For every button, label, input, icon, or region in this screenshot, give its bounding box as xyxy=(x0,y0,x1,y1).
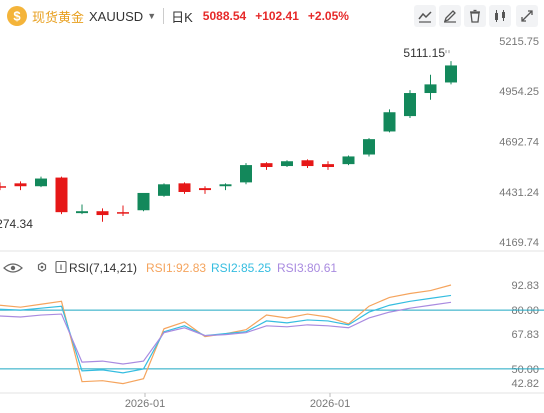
price-axis-tick: 4692.74 xyxy=(499,137,539,149)
gold-logo-icon: $ xyxy=(7,6,27,26)
candle-body[interactable] xyxy=(158,184,170,196)
candle-body[interactable] xyxy=(383,112,396,132)
price-axis-tick: 4169.74 xyxy=(499,237,539,249)
delete-button[interactable] xyxy=(464,5,486,27)
price-change-percent: +2.05% xyxy=(307,9,349,23)
candle-body[interactable] xyxy=(137,192,150,211)
price-axis-tick: 5215.75 xyxy=(499,36,539,48)
candle-body[interactable] xyxy=(219,184,232,187)
fullscreen-icon xyxy=(521,10,533,22)
candle-body[interactable] xyxy=(55,177,68,213)
eye-icon-pupil xyxy=(10,265,16,271)
candle-body[interactable] xyxy=(424,84,437,94)
rsi-title: RSI(7,14,21) xyxy=(69,261,137,275)
high-price-label: 5111.15 xyxy=(403,46,445,60)
rsi-axis: 92.83 80.00 67.83 50.00 42.82 xyxy=(511,280,539,390)
candle-body[interactable] xyxy=(199,188,211,191)
rsi-legend-item: RSI3:80.61 xyxy=(277,261,337,275)
dropdown-caret-icon[interactable]: ▼ xyxy=(147,11,157,21)
candle-body[interactable] xyxy=(240,165,252,183)
candle-body[interactable] xyxy=(117,212,129,214)
chart-type-icon xyxy=(418,11,432,23)
candle-body[interactable] xyxy=(363,139,375,155)
rsi-series-line xyxy=(0,294,452,374)
svg-text:$: $ xyxy=(13,9,21,24)
candle-body[interactable] xyxy=(301,160,314,167)
rsi-axis-tick: 67.83 xyxy=(511,329,539,341)
rsi-axis-tick: 42.82 xyxy=(511,378,539,390)
delete-icon xyxy=(470,9,480,23)
indicator-icon xyxy=(495,10,505,22)
price-axis-tick: 4954.25 xyxy=(499,86,539,98)
price-change: +102.41 xyxy=(255,9,299,23)
time-axis-tick: 2026-01 xyxy=(310,398,350,410)
candle-body[interactable] xyxy=(14,183,27,187)
candle-body[interactable] xyxy=(404,93,416,117)
high-marker xyxy=(445,50,450,54)
info-icon[interactable] xyxy=(55,260,67,274)
rsi-series-line xyxy=(0,301,452,365)
candles[interactable] xyxy=(0,61,457,222)
chart-type-button[interactable] xyxy=(414,5,436,27)
candle-body[interactable] xyxy=(35,178,47,187)
price-axis-tick: 4431.24 xyxy=(499,187,539,199)
draw-tool-icon xyxy=(443,10,456,23)
candle-body[interactable] xyxy=(96,211,109,216)
symbol-selector[interactable]: XAUUSD xyxy=(89,8,144,24)
rsi-legend-item: RSI2:85.25 xyxy=(211,261,271,275)
last-price: 5088.54 xyxy=(202,9,247,23)
toolbar-divider xyxy=(163,8,165,24)
candle-body[interactable] xyxy=(178,183,191,192)
candle-body[interactable] xyxy=(322,164,334,168)
candle-body[interactable] xyxy=(76,211,88,214)
settings-icon-center xyxy=(40,265,44,269)
eye-icon[interactable] xyxy=(3,263,23,273)
settings-icon[interactable] xyxy=(37,262,47,272)
instrument-name[interactable]: 现货黄金 xyxy=(32,9,85,25)
fullscreen-button[interactable] xyxy=(516,5,538,27)
rsi-axis-tick: 92.83 xyxy=(511,280,539,292)
rsi-axis-tick: 80.00 xyxy=(511,305,539,317)
candle-body[interactable] xyxy=(0,186,6,188)
candle-body[interactable] xyxy=(342,156,355,165)
candle-body[interactable] xyxy=(445,65,457,83)
low-price-label: ··4274.34 xyxy=(0,217,33,231)
rsi-axis-tick: 50.00 xyxy=(511,364,539,376)
period-selector[interactable]: 日K xyxy=(171,9,193,25)
price-axis: 5215.75 4954.25 4692.74 4431.24 4169.74 xyxy=(499,36,539,249)
candle-body[interactable] xyxy=(260,163,273,168)
chart-toolbar: $ 现货黄金 XAUUSD ▼ 日K 5088.54 +102.41 +2.05… xyxy=(0,0,544,32)
rsi-legend-item: RSI1:92.83 xyxy=(146,261,206,275)
indicator-button[interactable] xyxy=(489,5,511,27)
candle-body[interactable] xyxy=(281,161,293,167)
draw-tool-button[interactable] xyxy=(439,5,461,27)
time-axis-tick: 2026-01 xyxy=(125,398,165,410)
